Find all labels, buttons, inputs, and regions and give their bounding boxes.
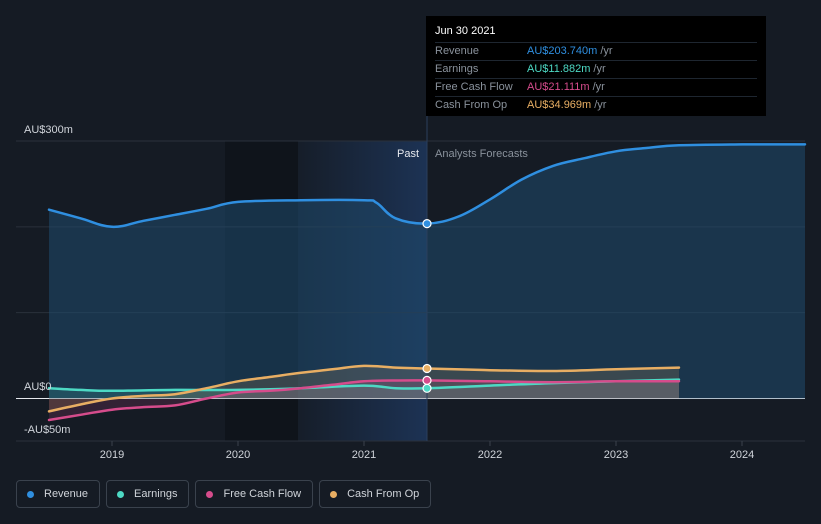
tooltip-row-revenue: Revenue AU$203.740m /yr: [435, 42, 757, 60]
legend-dot-icon: [206, 490, 214, 498]
tooltip-value: AU$34.969m: [527, 99, 592, 111]
tooltip-unit: /yr: [600, 45, 613, 57]
series-lines: [47, 143, 807, 422]
revenue-marker: [422, 219, 432, 229]
tooltip-unit: /yr: [594, 99, 607, 111]
free-cash-flow-line: [47, 379, 681, 422]
y-label-300: AU$300m: [24, 124, 73, 136]
tooltip-row-earnings: Earnings AU$11.882m /yr: [435, 60, 757, 78]
legend-label: Earnings: [134, 488, 178, 500]
forecast-label: Analysts Forecasts: [435, 148, 528, 160]
tooltip-label: Cash From Op: [435, 99, 508, 111]
tooltip-value: AU$21.111m: [527, 81, 590, 93]
x-tick-label: 2020: [226, 449, 250, 461]
tooltip: Jun 30 2021 Revenue AU$203.740m /yr Earn…: [426, 16, 766, 116]
tooltip-value: AU$203.740m: [527, 45, 598, 57]
highlight-markers: [422, 219, 432, 393]
x-axis-ticks: 2019 2020 2021 2022 2023 2024: [100, 441, 754, 461]
legend-dot-icon: [27, 490, 34, 498]
legend-item-earnings[interactable]: Earnings: [106, 480, 190, 508]
legend-dot-icon: [330, 490, 338, 498]
x-tick-label: 2022: [478, 449, 502, 461]
tooltip-value: AU$11.882m: [527, 63, 591, 75]
y-label-neg50: -AU$50m: [24, 424, 70, 436]
y-label-0: AU$0: [24, 381, 52, 393]
tooltip-row-cash-from-op: Cash From Op AU$34.969m /yr: [435, 96, 757, 114]
cash-from-op-line: [47, 364, 681, 413]
past-label: Past: [397, 148, 419, 160]
legend-item-revenue[interactable]: Revenue: [16, 480, 101, 508]
legend-label: Revenue: [44, 488, 89, 500]
chart: AU$300m AU$0 -AU$50m Past Analysts Forec…: [16, 16, 807, 461]
legend-label: Free Cash Flow: [223, 488, 302, 500]
cash-from-op-area: [49, 365, 679, 412]
tooltip-label: Earnings: [435, 63, 479, 75]
tooltip-unit: /yr: [592, 81, 605, 93]
legend-item-cash-from-op[interactable]: Cash From Op: [319, 480, 432, 508]
x-tick-label: 2021: [352, 449, 376, 461]
x-tick-label: 2023: [604, 449, 628, 461]
free-cash-flow-area: [49, 380, 679, 420]
revenue-line: [47, 143, 807, 229]
legend: Revenue Earnings Free Cash Flow Cash Fro…: [16, 480, 432, 508]
free-cash-flow-marker: [422, 375, 432, 385]
tooltip-date: Jun 30 2021: [435, 25, 496, 37]
legend-item-free-cash-flow[interactable]: Free Cash Flow: [195, 480, 314, 508]
x-tick-label: 2019: [100, 449, 124, 461]
x-tick-label: 2024: [730, 449, 754, 461]
tooltip-row-free-cash-flow: Free Cash Flow AU$21.111m /yr: [435, 78, 757, 96]
cash-from-op-marker: [422, 363, 432, 374]
legend-label: Cash From Op: [347, 488, 420, 500]
legend-dot-icon: [117, 490, 125, 498]
tooltip-label: Revenue: [435, 45, 480, 57]
tooltip-unit: /yr: [593, 63, 606, 75]
earnings-marker: [422, 383, 432, 393]
tooltip-label: Free Cash Flow: [435, 81, 513, 93]
